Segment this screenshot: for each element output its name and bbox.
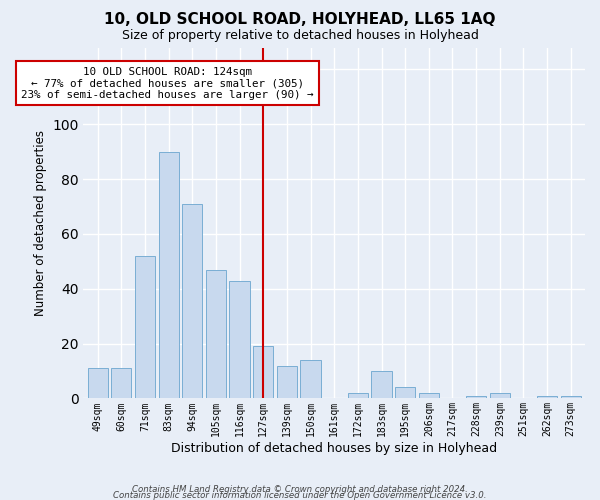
Bar: [419, 393, 439, 398]
Bar: [135, 256, 155, 398]
Bar: [277, 366, 297, 398]
Text: 10, OLD SCHOOL ROAD, HOLYHEAD, LL65 1AQ: 10, OLD SCHOOL ROAD, HOLYHEAD, LL65 1AQ: [104, 12, 496, 28]
Bar: [466, 396, 486, 398]
Bar: [395, 388, 415, 398]
Text: Contains HM Land Registry data © Crown copyright and database right 2024.: Contains HM Land Registry data © Crown c…: [132, 485, 468, 494]
Bar: [490, 393, 510, 398]
Bar: [206, 270, 226, 398]
Text: 10 OLD SCHOOL ROAD: 124sqm
← 77% of detached houses are smaller (305)
23% of sem: 10 OLD SCHOOL ROAD: 124sqm ← 77% of deta…: [21, 66, 314, 100]
Bar: [111, 368, 131, 398]
Bar: [301, 360, 320, 399]
Bar: [561, 396, 581, 398]
Bar: [537, 396, 557, 398]
X-axis label: Distribution of detached houses by size in Holyhead: Distribution of detached houses by size …: [171, 442, 497, 455]
Bar: [229, 280, 250, 398]
Bar: [348, 393, 368, 398]
Text: Contains public sector information licensed under the Open Government Licence v3: Contains public sector information licen…: [113, 491, 487, 500]
Bar: [253, 346, 273, 399]
Y-axis label: Number of detached properties: Number of detached properties: [34, 130, 47, 316]
Bar: [88, 368, 107, 398]
Bar: [182, 204, 202, 398]
Bar: [371, 371, 392, 398]
Bar: [158, 152, 179, 398]
Text: Size of property relative to detached houses in Holyhead: Size of property relative to detached ho…: [122, 29, 478, 42]
